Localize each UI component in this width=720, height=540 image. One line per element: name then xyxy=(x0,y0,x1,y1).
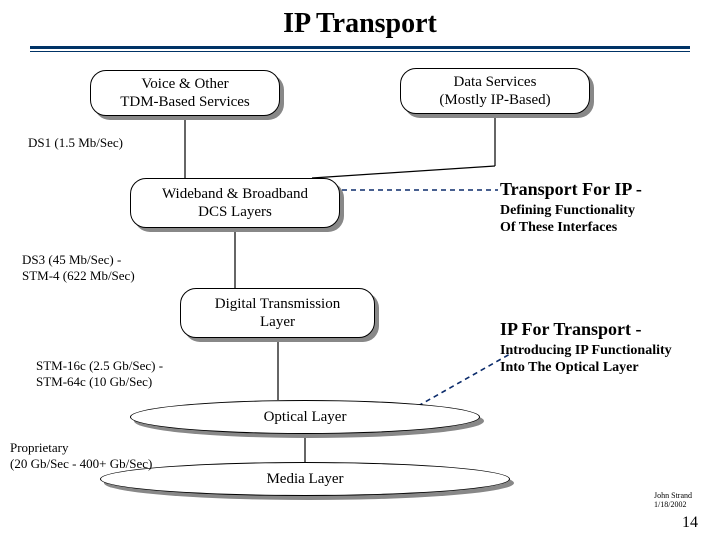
ellipse-media-text: Media Layer xyxy=(266,470,343,488)
ellipse-optical-layer: Optical Layer xyxy=(130,400,480,434)
page-title: IP Transport xyxy=(0,0,720,40)
footer-author: John Strand1/18/2002 xyxy=(654,492,692,510)
title-rule-thick xyxy=(30,46,690,49)
callout-transport-for-ip-sub: Defining FunctionalityOf These Interface… xyxy=(500,203,635,237)
callout-ip-for-transport-head: IP For Transport - xyxy=(500,320,642,340)
title-rule-thin xyxy=(30,51,690,52)
box-digital-tx-layer: Digital TransmissionLayer xyxy=(180,288,375,338)
footer-page-number: 14 xyxy=(682,514,698,532)
label-ds3: DS3 (45 Mb/Sec) -STM-4 (622 Mb/Sec) xyxy=(22,252,135,283)
box-voice-services: Voice & OtherTDM-Based Services xyxy=(90,70,280,116)
callout-ip-for-transport-sub: Introducing IP FunctionalityInto The Opt… xyxy=(500,343,672,377)
box-data-text: Data Services(Mostly IP-Based) xyxy=(439,73,550,109)
label-ds1: DS1 (1.5 Mb/Sec) xyxy=(28,135,123,151)
box-dcs-text: Wideband & BroadbandDCS Layers xyxy=(162,185,308,221)
ellipse-optical-text: Optical Layer xyxy=(264,408,347,426)
box-data-services: Data Services(Mostly IP-Based) xyxy=(400,68,590,114)
label-proprietary: Proprietary(20 Gb/Sec - 400+ Gb/Sec) xyxy=(10,440,152,471)
label-stm: STM-16c (2.5 Gb/Sec) -STM-64c (10 Gb/Sec… xyxy=(36,358,163,389)
box-dtl-text: Digital TransmissionLayer xyxy=(215,295,340,331)
ellipse-media-layer: Media Layer xyxy=(100,462,510,496)
box-dcs-layers: Wideband & BroadbandDCS Layers xyxy=(130,178,340,228)
box-voice-text: Voice & OtherTDM-Based Services xyxy=(120,75,250,111)
callout-transport-for-ip-head: Transport For IP - xyxy=(500,180,642,200)
